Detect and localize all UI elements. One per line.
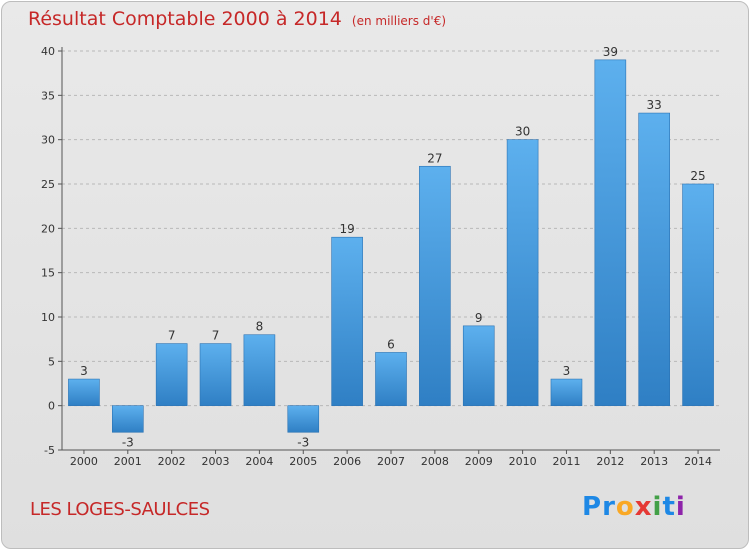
- y-tick-label: -5: [44, 444, 55, 457]
- x-tick-label-2002: 2002: [158, 455, 186, 468]
- logo-letter: i: [652, 492, 663, 522]
- x-tick-label-2007: 2007: [377, 455, 405, 468]
- data-label-2003: 7: [212, 329, 220, 343]
- logo-letter: i: [675, 492, 686, 522]
- data-label-2008: 27: [427, 151, 442, 165]
- data-label-2012: 39: [603, 45, 618, 59]
- y-tick-label: 0: [48, 400, 55, 413]
- bar-2005: [287, 405, 320, 433]
- x-tick-label-2013: 2013: [640, 455, 668, 468]
- bar-2002: [155, 343, 188, 406]
- data-label-2007: 6: [387, 337, 395, 351]
- data-label-2005: -3: [297, 435, 309, 449]
- x-tick-label-2009: 2009: [465, 455, 493, 468]
- bar-2001: [112, 405, 144, 433]
- x-tick-label-2012: 2012: [596, 455, 624, 468]
- data-label-2010: 30: [515, 125, 530, 139]
- y-tick-label: 5: [48, 355, 55, 368]
- data-label-2009: 9: [475, 311, 483, 325]
- y-tick-label: 15: [41, 267, 55, 280]
- bar-2007: [375, 352, 407, 406]
- chart-subtitle: (en milliers d'€): [351, 14, 447, 28]
- x-tick-label-2008: 2008: [421, 455, 449, 468]
- commune-name: LES LOGES-SAULCES: [30, 499, 210, 520]
- y-tick-label: 35: [41, 89, 55, 102]
- x-tick-label-2006: 2006: [333, 455, 361, 468]
- bar-2006: [331, 236, 363, 406]
- bar-2000: [68, 378, 100, 406]
- bar-2012: [594, 59, 627, 406]
- data-label-2001: -3: [122, 435, 134, 449]
- x-tick-label-2010: 2010: [509, 455, 537, 468]
- x-tick-label-2014: 2014: [684, 455, 712, 468]
- proxiti-logo: Proxiti: [582, 492, 686, 522]
- x-tick-label-2005: 2005: [289, 455, 317, 468]
- data-label-2002: 7: [168, 329, 176, 343]
- logo-letter: t: [662, 492, 676, 522]
- x-tick-label-2000: 2000: [70, 455, 98, 468]
- x-tick-label-2004: 2004: [245, 455, 273, 468]
- x-tick-label-2003: 2003: [202, 455, 230, 468]
- y-tick-label: 25: [41, 178, 55, 191]
- data-label-2006: 19: [339, 222, 354, 236]
- logo-letter: P: [582, 492, 603, 522]
- data-label-2000: 3: [80, 364, 88, 378]
- logo-letter: o: [615, 492, 635, 522]
- x-tick-label-2001: 2001: [114, 455, 142, 468]
- bar-2004: [243, 334, 276, 406]
- bar-2013: [638, 112, 671, 406]
- bar-2009: [462, 325, 495, 406]
- bar-2010: [506, 139, 539, 406]
- bar-2014: [682, 183, 714, 406]
- chart-title-text: Résultat Comptable 2000 à 2014: [28, 8, 342, 30]
- y-tick-label: 10: [41, 311, 55, 324]
- chart-title: Résultat Comptable 2000 à 2014 (en millie…: [28, 8, 446, 30]
- x-tick-label-2011: 2011: [552, 455, 580, 468]
- data-label-2004: 8: [256, 320, 264, 334]
- bar-2003: [199, 343, 232, 406]
- logo-letter: r: [602, 492, 616, 522]
- y-tick-label: 30: [41, 134, 55, 147]
- y-tick-label: 40: [41, 45, 55, 58]
- data-label-2011: 3: [563, 364, 571, 378]
- bar-2011: [550, 378, 583, 406]
- data-label-2014: 25: [690, 169, 705, 183]
- y-tick-label: 20: [41, 222, 55, 235]
- logo-letter: x: [634, 492, 653, 522]
- data-label-2013: 33: [647, 98, 662, 112]
- bar-2008: [419, 165, 451, 406]
